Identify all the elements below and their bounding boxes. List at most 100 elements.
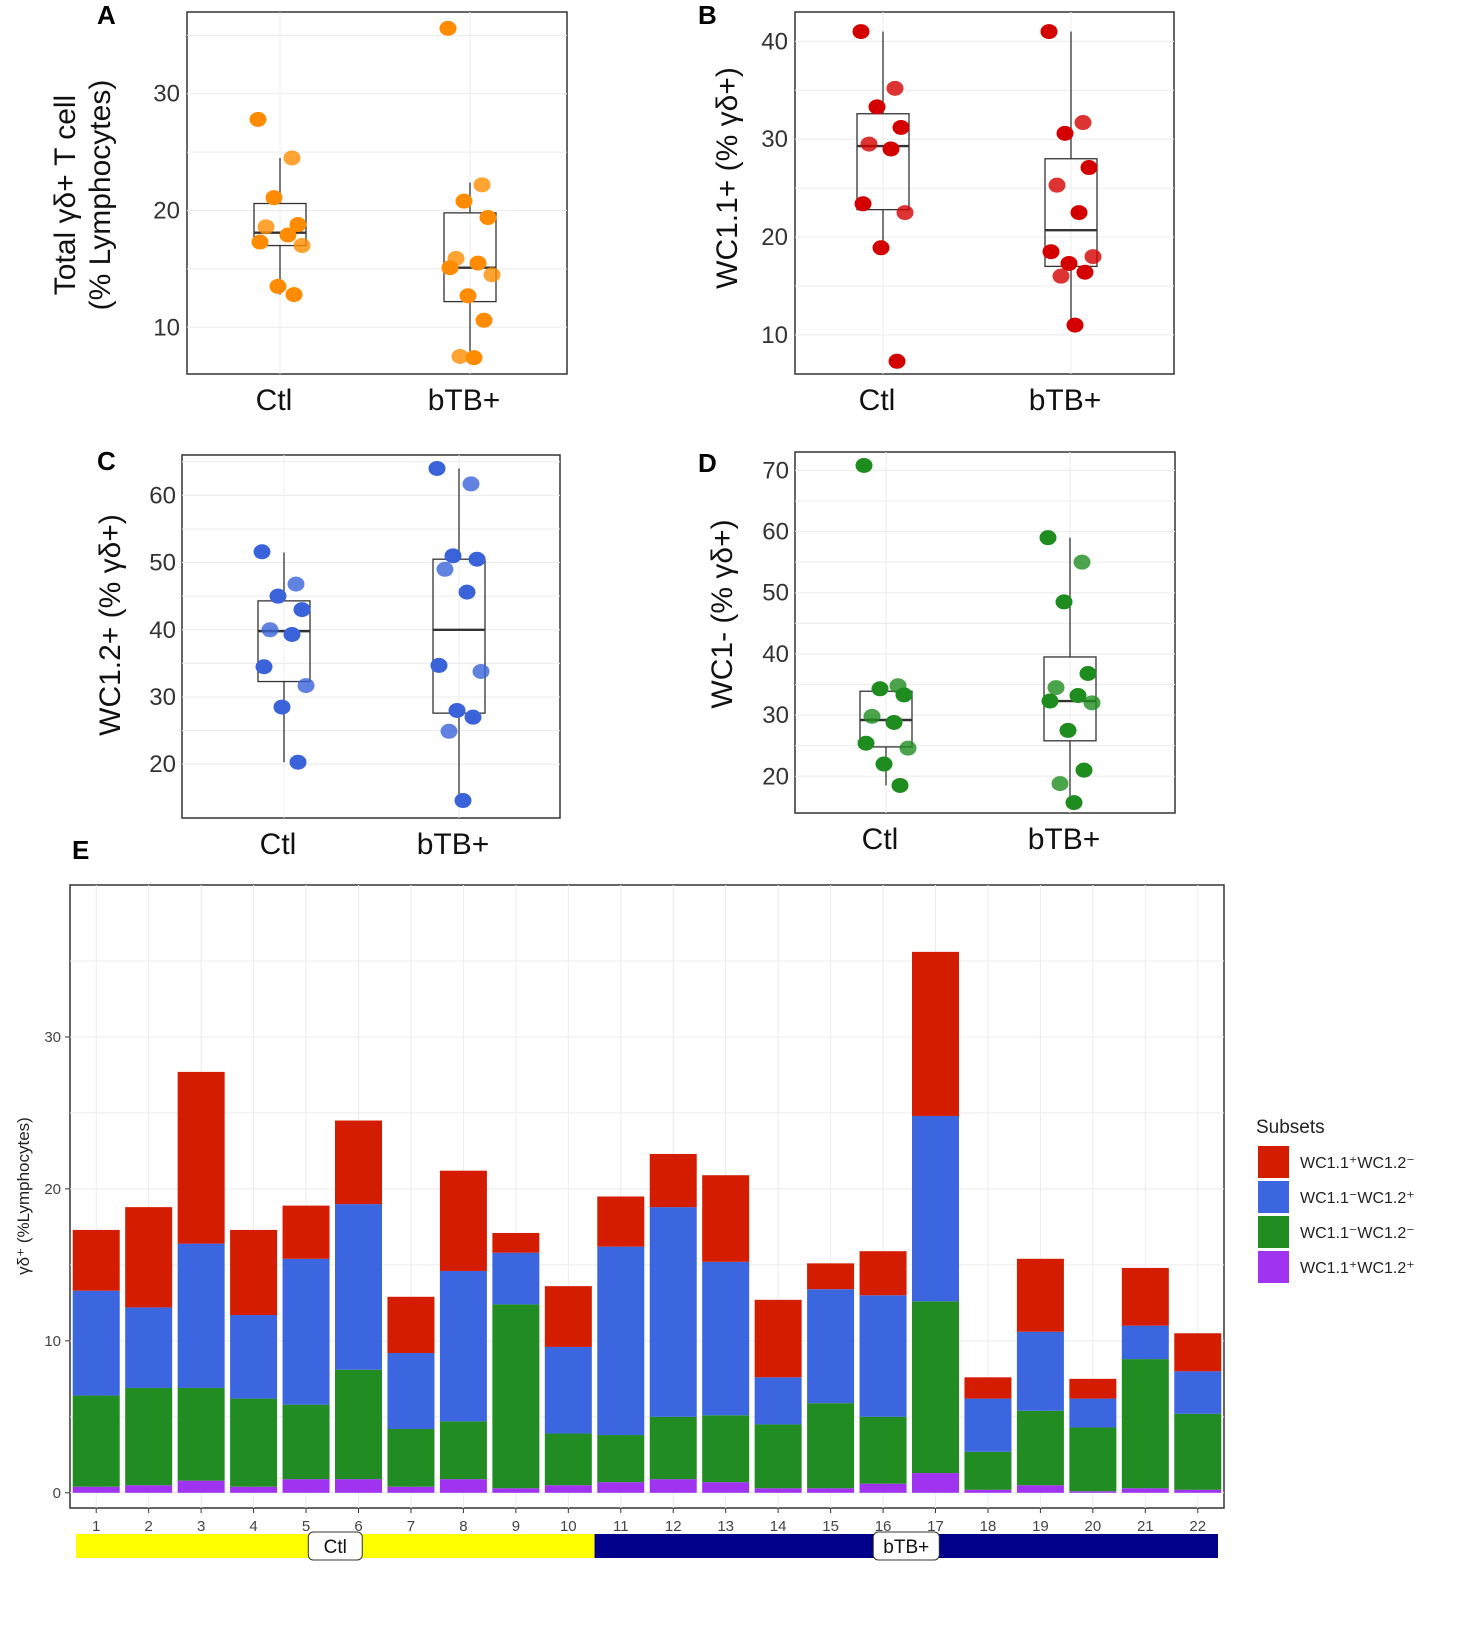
y-tick-label: 40 <box>149 617 176 644</box>
y-axis-title: WC1.2+ (% γδ+) <box>94 514 127 736</box>
plot-frame <box>794 11 1175 375</box>
data-point <box>1055 594 1073 610</box>
y-tick-label: 20 <box>153 198 180 225</box>
y-axis-title-line2: (% Lymphocytes) <box>84 80 117 311</box>
data-point <box>1066 317 1084 333</box>
bar-segment-9-series-0 <box>492 1488 540 1493</box>
box-ctl <box>856 113 910 211</box>
data-point <box>1065 795 1083 811</box>
bar-segment-8-series-0 <box>439 1479 487 1493</box>
x-tick-label: 8 <box>459 1518 467 1535</box>
data-point <box>448 702 466 718</box>
y-tick-label: 40 <box>762 641 789 668</box>
bar-segment-22-series-3 <box>1174 1333 1222 1372</box>
x-tick-label: 10 <box>560 1518 577 1535</box>
panel-d: 20 30 40 50 60 70 Ctl bTB+ WC1- (% γδ+) D <box>698 448 1176 856</box>
data-point <box>1069 688 1087 704</box>
bar-segment-12-series-0 <box>649 1479 697 1493</box>
data-point <box>441 260 459 276</box>
bar-segment-12-series-1 <box>649 1416 697 1480</box>
y-axis-title: WC1.1+ (% γδ+) <box>711 67 744 289</box>
bar-segment-15-series-3 <box>807 1263 855 1290</box>
bar-segment-17-series-3 <box>912 951 959 1116</box>
bar-segment-15-series-0 <box>807 1488 855 1493</box>
data-point <box>1048 177 1066 193</box>
data-point <box>297 678 315 694</box>
x-tick-label: 14 <box>770 1518 787 1535</box>
bar-segment-12-series-2 <box>649 1207 697 1417</box>
bar-segment-14-series-2 <box>754 1377 802 1425</box>
bar-segment-17-series-2 <box>912 1115 959 1302</box>
panel-letter: D <box>698 448 717 478</box>
bar-segment-14-series-1 <box>754 1424 802 1489</box>
bar-segment-5-series-3 <box>282 1205 330 1259</box>
legend-swatch <box>1258 1146 1289 1178</box>
bar-segment-6-series-2 <box>335 1204 382 1370</box>
bar-segment-20-series-2 <box>1069 1398 1117 1428</box>
y-tick-label: 10 <box>761 322 788 349</box>
x-tick-label: 9 <box>512 1518 520 1535</box>
x-tick-label: 3 <box>197 1518 205 1535</box>
data-point <box>892 119 910 135</box>
data-point <box>868 99 886 115</box>
x-tick-label: Ctl <box>260 828 297 861</box>
bar-segment-16-series-3 <box>859 1251 907 1296</box>
bar-segment-15-series-2 <box>807 1289 855 1404</box>
x-tick-label: bTB+ <box>428 384 501 417</box>
bar-segment-18-series-1 <box>964 1451 1012 1490</box>
data-point <box>872 240 890 256</box>
bar-segment-3-series-2 <box>177 1243 225 1388</box>
panel-letter: A <box>97 0 116 30</box>
legend-label: WC1.1⁻WC1.2⁻ <box>1300 1225 1415 1242</box>
data-point <box>888 353 906 369</box>
data-point <box>436 561 454 577</box>
bar-segment-16-series-0 <box>859 1483 907 1493</box>
bar-segment-15-series-1 <box>807 1403 855 1489</box>
y-tick-label: 10 <box>44 1333 61 1350</box>
x-tick-label: 4 <box>249 1518 257 1535</box>
data-point <box>1040 24 1058 40</box>
data-point <box>1060 255 1078 271</box>
data-point <box>273 699 291 715</box>
x-tick-label: 13 <box>717 1518 734 1535</box>
data-point <box>293 602 311 618</box>
data-point <box>1074 115 1092 131</box>
data-point <box>269 278 287 294</box>
data-point <box>265 190 283 206</box>
data-point <box>860 136 878 152</box>
bar-segment-11-series-2 <box>597 1246 645 1436</box>
bar-segment-10-series-1 <box>544 1433 592 1486</box>
data-point <box>279 227 297 243</box>
bar-segment-18-series-2 <box>964 1398 1012 1452</box>
group-label: bTB+ <box>883 1537 929 1558</box>
bar-segment-10-series-0 <box>544 1485 592 1493</box>
data-point <box>483 267 501 283</box>
data-point <box>1042 244 1060 260</box>
data-point <box>464 709 482 725</box>
y-tick-label: 50 <box>149 550 176 577</box>
y-tick-label: 50 <box>762 580 789 607</box>
data-point <box>253 544 271 560</box>
data-point <box>289 754 307 770</box>
legend-label: WC1.1⁺WC1.2⁺ <box>1300 1260 1415 1277</box>
data-point <box>899 740 917 756</box>
panel-b: 10 20 30 40 Ctl bTB+ WC1.1+ (% γδ+) B <box>698 0 1175 417</box>
x-tick-label: 1 <box>92 1518 100 1535</box>
y-axis-title: γδ⁺ (%Lymphocytes) <box>14 1117 33 1275</box>
bar-segment-2-series-0 <box>125 1485 173 1493</box>
bar-segment-22-series-1 <box>1174 1413 1222 1490</box>
bar-segment-5-series-0 <box>282 1479 330 1493</box>
bar-segment-19-series-3 <box>1016 1258 1064 1332</box>
legend-label: WC1.1⁺WC1.2⁻ <box>1300 1155 1415 1172</box>
data-point <box>459 288 477 304</box>
bar-segment-2-series-2 <box>125 1307 173 1388</box>
bar-segment-21-series-0 <box>1121 1488 1169 1493</box>
y-axis-title: Total γδ+ T cell <box>49 95 82 295</box>
data-point <box>882 141 900 157</box>
y-tick-label: 30 <box>149 684 176 711</box>
plot-frame <box>181 454 561 819</box>
data-point <box>255 659 273 675</box>
data-point <box>469 255 487 271</box>
data-point <box>1076 264 1094 280</box>
